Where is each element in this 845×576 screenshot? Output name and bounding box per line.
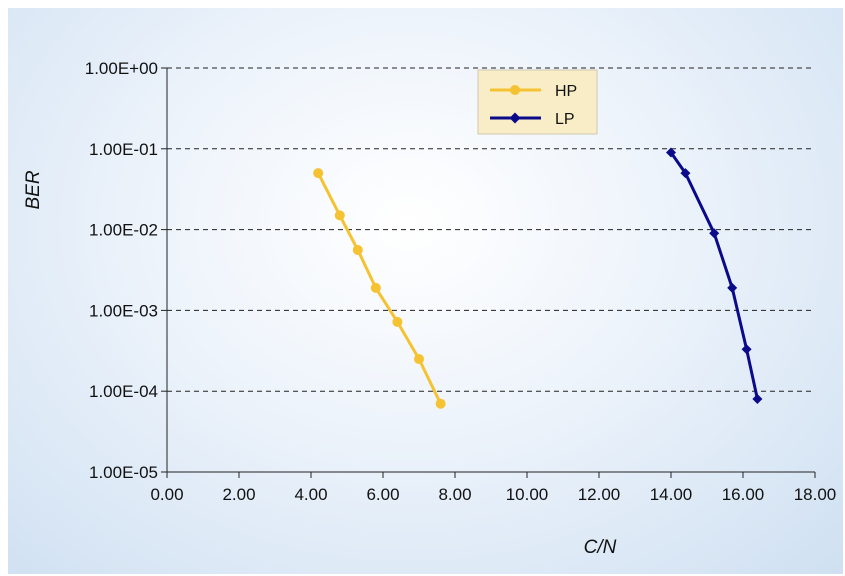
x-tick-label: 16.00 <box>722 485 765 504</box>
series-lp-point <box>752 394 763 405</box>
x-tick-label: 0.00 <box>150 485 183 504</box>
series-hp-point <box>414 354 424 365</box>
series-hp-point <box>435 398 446 409</box>
x-tick-label: 8.00 <box>438 485 471 504</box>
y-tick-label: 1.00E+00 <box>85 59 158 78</box>
chart-background <box>8 8 843 574</box>
legend-lp-marker <box>509 112 521 124</box>
series-lp-point <box>709 228 720 239</box>
series-hp-point <box>313 168 324 179</box>
y-tick-label: 1.00E-03 <box>89 301 158 320</box>
series-lp-point <box>666 147 676 158</box>
y-tick-label: 1.00E-04 <box>89 382 158 401</box>
gridlines <box>167 67 815 392</box>
series-hp-point <box>334 210 345 221</box>
legend-box <box>477 69 598 135</box>
x-tick-label: 10.00 <box>506 485 549 504</box>
x-tick-label: 18.00 <box>794 485 837 504</box>
y-tick-label: 1.00E-01 <box>89 140 158 159</box>
series-hp-point <box>370 282 381 293</box>
legend-lp-label: LP <box>555 111 575 128</box>
series-hp-point <box>352 244 363 255</box>
x-tick-label: 12.00 <box>578 485 621 504</box>
y-tick-label: 1.00E-05 <box>89 463 158 482</box>
series-lp-line <box>669 151 759 400</box>
x-tick-label: 2.00 <box>222 485 255 504</box>
legend-hp-label: HP <box>555 83 577 100</box>
x-tick-label: 4.00 <box>294 485 327 504</box>
legend-hp-marker <box>510 85 520 95</box>
series-lp-point <box>680 168 691 179</box>
y-axis-title: BER <box>23 170 44 209</box>
series-hp-point <box>392 316 403 327</box>
series-lp-point <box>741 344 752 355</box>
y-tick-label: 1.00E-02 <box>89 221 158 240</box>
series-lp-point <box>727 282 738 293</box>
x-axis-title: C/N <box>584 537 617 558</box>
x-tick-label: 6.00 <box>366 485 399 504</box>
x-tick-label: 14.00 <box>650 485 693 504</box>
legend: HP LP <box>477 69 598 135</box>
series-layer <box>313 147 763 409</box>
axes: 1.00E+00 1.00E-01 1.00E-02 1.00E-03 1.00E-04… <box>85 59 837 504</box>
